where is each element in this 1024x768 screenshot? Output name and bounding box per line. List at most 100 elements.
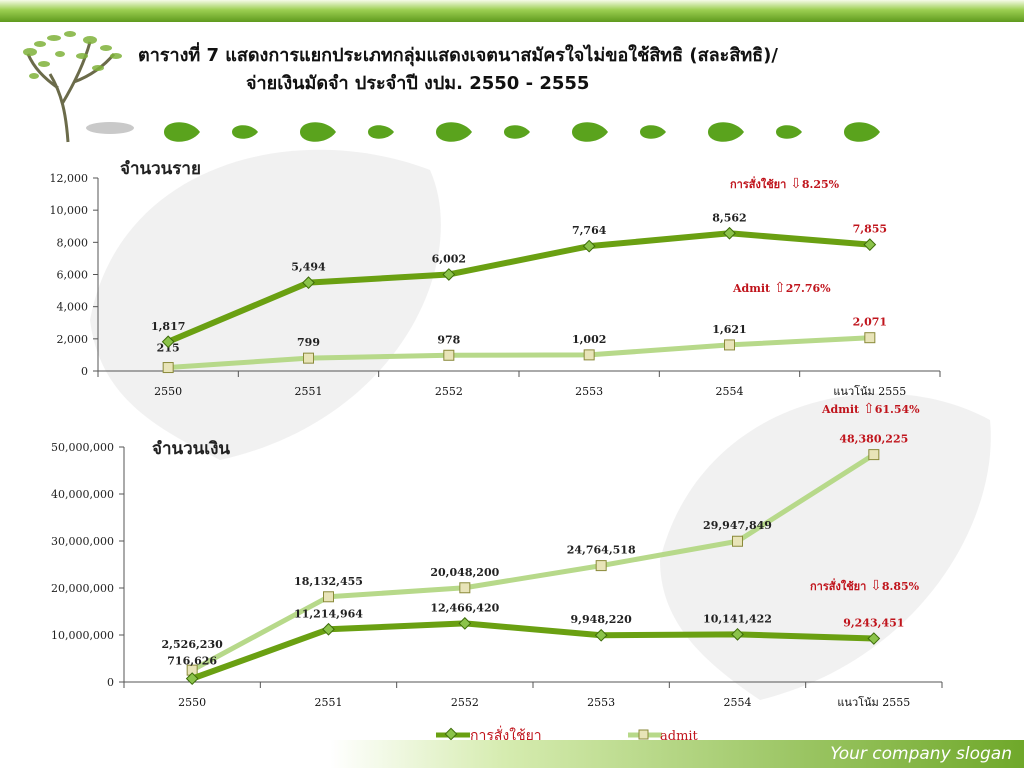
data-point-series2: [162, 362, 174, 374]
x-tick-label: 2554: [724, 696, 752, 709]
data-point-series2: [303, 352, 314, 364]
data-label: 20,048,200: [430, 566, 499, 579]
x-tick-label: 2551: [315, 696, 343, 709]
trend-annotation: การสั่งใช้ยา ⇩8.85%: [810, 578, 920, 594]
data-point-series1: [731, 627, 744, 641]
data-label: 7,764: [572, 224, 607, 237]
x-tick-label: 2553: [587, 696, 615, 709]
x-tick-label: 2553: [575, 385, 603, 398]
data-label: 2,071: [853, 316, 887, 329]
data-point-series2: [595, 560, 607, 572]
data-point-series1: [185, 672, 199, 685]
data-label: 7,855: [853, 223, 887, 236]
series-line-1: [167, 230, 871, 345]
arrow-down-icon: ⇩: [790, 176, 802, 192]
data-point-series2: [868, 449, 880, 461]
data-label: 8,562: [712, 211, 746, 224]
data-point-series1: [302, 276, 315, 290]
data-label: 978: [437, 333, 460, 346]
data-label: 29,947,849: [703, 519, 772, 532]
data-point-series2: [459, 582, 471, 594]
y-tick-label: 10,000,000: [51, 629, 114, 642]
trend-annotation: Admit ⇧61.54%: [821, 401, 920, 417]
data-label: 11,214,964: [294, 607, 363, 620]
y-tick-label: 50,000,000: [51, 441, 114, 454]
legend-marker-series1: [444, 727, 458, 741]
data-label: 24,764,518: [567, 544, 636, 557]
data-label: 9,948,220: [571, 613, 633, 626]
chart-title: จำนวนเงิน: [152, 439, 230, 459]
data-point-series1: [161, 335, 175, 349]
y-tick-label: 4,000: [57, 301, 89, 314]
bottom-banner: [330, 740, 1024, 768]
chart-cases: จำนวนราย 0 2,000 4,000 6,000 8,000 10,000 12,00…: [50, 159, 941, 398]
x-tick-label: 2552: [451, 696, 479, 709]
data-label: 12,466,420: [430, 601, 499, 614]
data-point-series2: [323, 591, 334, 603]
x-tick-label: 2554: [716, 385, 744, 398]
data-point-series2: [724, 339, 735, 351]
data-label: 10,141,422: [703, 612, 772, 625]
data-point-series1: [594, 628, 608, 642]
page-title: ตารางที่ 7 แสดงการแยกประเภทกลุ่มแสดงเจตน…: [138, 42, 778, 98]
series-line-1: [191, 620, 874, 682]
title-line-2: จ่ายเงินมัดจำ ประจำปี งปม. 2550 - 2555: [246, 73, 590, 94]
x-tick-label: แนวโน้ม 2555: [833, 384, 906, 398]
data-label: 9,243,451: [843, 617, 904, 630]
x-tick-label: 2550: [178, 696, 206, 709]
data-label: 716,626: [167, 655, 217, 668]
trend-annotation-percent: 61.54%: [875, 403, 920, 416]
data-label: 1,002: [572, 333, 606, 346]
trend-annotation-percent: 8.85%: [882, 580, 920, 593]
arrow-up-icon: ⇧: [774, 280, 786, 296]
series-line-2: [167, 335, 870, 371]
series-line-2: [190, 452, 876, 673]
trend-annotation-percent: 8.25%: [802, 178, 840, 191]
data-label: 5,494: [291, 261, 326, 274]
data-point-series2: [864, 332, 876, 344]
data-point-series1: [723, 226, 736, 240]
leaf-divider: [164, 122, 880, 142]
x-tick-label: 2550: [154, 385, 182, 398]
data-point-series2: [443, 349, 455, 361]
y-tick-label: 10,000: [50, 204, 89, 217]
trend-annotation-percent: 27.76%: [786, 282, 831, 295]
chart-title: จำนวนราย: [120, 159, 201, 179]
chart-amount: จำนวนเงิน 0 10,000,000 20,000,000 30,000,000…: [51, 401, 943, 709]
company-slogan: Your company slogan: [830, 744, 1012, 764]
y-tick-label: 6,000: [57, 269, 89, 282]
y-tick-label: 12,000: [50, 172, 89, 185]
y-tick-label: 20,000,000: [51, 582, 114, 595]
trend-annotation: การสั่งใช้ยา ⇩8.25%: [730, 176, 840, 192]
data-point-series1: [458, 617, 472, 630]
background-leaves: [90, 149, 991, 700]
x-tick-label: แนวโน้ม 2555: [837, 695, 910, 709]
y-tick-label: 30,000,000: [51, 535, 114, 548]
tree-logo: [23, 31, 134, 143]
trend-annotation-label: Admit: [821, 403, 863, 416]
trend-annotation-label: การสั่งใช้ยา: [810, 578, 870, 593]
data-point-series2: [732, 535, 743, 547]
arrow-up-icon: ⇧: [863, 401, 875, 417]
data-point-series1: [863, 238, 877, 252]
data-label: 1,817: [151, 320, 185, 333]
y-tick-label: 0: [81, 365, 88, 378]
y-tick-label: 0: [107, 676, 114, 689]
arrow-down-icon: ⇩: [870, 578, 882, 594]
y-tick-label: 40,000,000: [51, 488, 114, 501]
data-point-series1: [867, 632, 881, 645]
data-label: 6,002: [432, 252, 466, 265]
data-label: 18,132,455: [294, 575, 363, 588]
top-banner: [0, 0, 1024, 22]
legend-label-series1: การสั่งใช้ยา: [470, 726, 542, 744]
trend-annotation: Admit ⇧27.76%: [732, 280, 831, 296]
trend-annotation-label: การสั่งใช้ยา: [730, 176, 790, 191]
data-point-series1: [322, 622, 335, 636]
data-point-series1: [442, 268, 456, 281]
title-line-1: ตารางที่ 7 แสดงการแยกประเภทกลุ่มแสดงเจตน…: [138, 45, 778, 66]
data-label: 48,380,225: [839, 433, 908, 446]
x-tick-label: 2552: [435, 385, 463, 398]
y-tick-label: 8,000: [57, 236, 89, 249]
trend-annotation-label: Admit: [732, 282, 774, 295]
